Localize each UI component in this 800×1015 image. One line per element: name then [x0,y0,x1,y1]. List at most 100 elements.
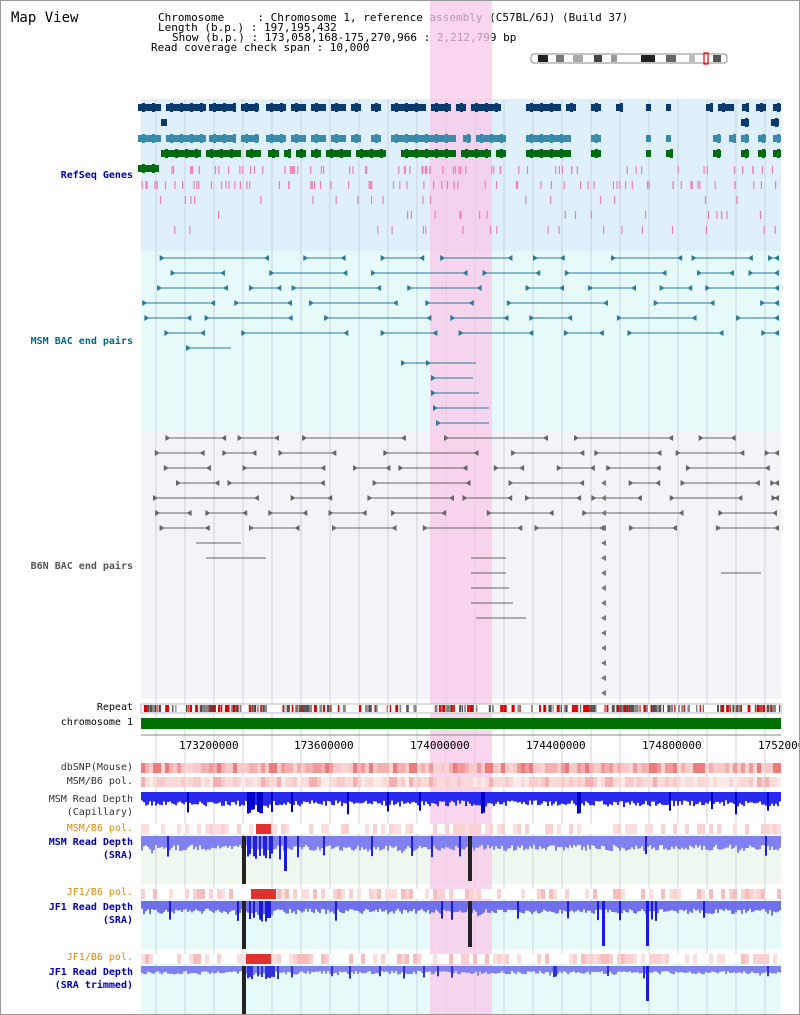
msm-bac-pair-end [342,270,348,276]
refseq-transcript-mark [571,166,573,174]
msm-sra-depth-bar [713,836,715,848]
jf1-trim-depth-bar [175,966,177,975]
b6n-bac-end-marker [601,645,606,651]
msm-sra-depth-bar [749,836,751,846]
jf1-sra-depth-bar [575,901,577,912]
repeat-mark [748,705,750,712]
jf1-trim-depth-bar [481,966,483,974]
msm-b6-pol-2-cell [205,824,209,834]
jf1-trim-depth-bar [577,966,579,972]
msm-capillary-depth-bar [495,792,497,804]
jf1-b6-pol-2-cell [645,954,649,964]
jf1-b6-pol-cell [333,889,337,899]
b6n-bac-pair-end [159,525,165,531]
msm-capillary-depth-bar [531,792,533,805]
msm-b6-pol-2-cell [701,824,705,834]
b6n-bac-pair-end [155,510,161,516]
jf1-sra-depth-bar [517,901,519,919]
refseq-transcript-mark [154,181,156,189]
jf1-sra-depth-bar [495,901,497,914]
refseq-exon [710,103,713,112]
jf1-sra-depth-bar [475,901,477,912]
msm-sra-depth-bar [413,836,415,851]
msm-sra-depth-bar [493,836,495,850]
msm-b6-pol-2-cell [309,824,313,834]
msm-bac-pair-end [503,315,509,321]
refseq-transcript-mark [403,166,406,174]
msm-sra-depth-bar [761,836,763,846]
jf1-sra-depth-bar [397,901,399,909]
repeat-mark [286,705,289,712]
msm-b6-pol-cell [289,777,293,787]
msm-capillary-depth-bar [583,792,585,806]
msm-capillary-depth-bar [659,792,661,803]
jf1-b6-pol-cell [721,889,725,899]
repeat-mark [560,705,562,712]
jf1-b6-pol-2-cell [577,954,581,964]
msm-sra-depth-bar [169,836,171,851]
jf1-sra-depth-bar [205,901,207,909]
repeat-mark [575,705,578,712]
jf1-trim-depth-bar [631,966,633,973]
jf1-sra-depth-bar [653,901,655,911]
msm-sra-depth-bar [545,836,547,851]
msm-bac-pair-end [559,285,564,291]
refseq-transcript-mark [250,166,252,174]
jf1-b6-pol-2-cell [321,954,325,964]
refseq-exon [335,103,338,112]
msm-bac-pair-end [748,270,754,276]
jf1-sra-depth-bar [313,901,315,914]
msm-sra-depth-bar [765,836,767,856]
depth-peak [602,901,605,946]
refseq-exon [485,103,488,112]
jf1-trim-depth-bar [307,966,309,972]
msm-capillary-depth-bar [661,792,663,805]
refseq-transcript-mark [426,166,428,174]
msm-b6-pol-cell [673,777,677,787]
msm-capillary-depth-bar [631,792,633,802]
jf1-trim-depth-bar [279,966,281,973]
jf1-b6-pol-cell [141,889,145,899]
jf1-trim-depth-bar [433,966,435,974]
msm-sra-depth-bar [585,836,587,851]
jf1-sra-depth-bar [659,901,661,910]
refseq-transcript-mark [714,181,716,189]
msm-bac-pair-end [234,300,240,306]
chromosome-ideogram[interactable] [530,52,728,65]
msm-sra-depth-bar [725,836,727,848]
jf1-trim-depth-bar [309,966,311,974]
msm-b6-pol-cell [641,777,645,787]
repeat-mark [586,705,590,712]
jf1-sra-depth-bar [525,901,527,911]
msm-sra-depth-bar [463,836,465,850]
msm-capillary-depth-bar [219,792,221,803]
jf1-sra-depth-bar [367,901,369,910]
msm-sra-depth-bar [483,836,485,850]
msm-sra-depth-bar [595,836,597,849]
jf1-trim-depth-bar [225,966,227,973]
msm-b6-pol-2-cell [213,824,217,834]
msm-b6-pol-cell [593,777,597,787]
b6n-bac-pair-end [462,495,468,501]
refseq-gene [401,150,456,157]
repeat-mark [571,705,575,712]
msm-capillary-depth-bar [539,792,541,805]
jf1-b6-pol-2-cell [545,954,549,964]
msm-capillary-depth-bar [523,792,525,802]
jf1-trim-depth-bar [371,966,373,975]
msm-sra-depth-bar [175,836,177,851]
jf1-b6-pol-2-cell [281,954,285,964]
refseq-transcript-mark [310,166,312,174]
msm-capillary-depth-bar [521,792,523,804]
jf1-b6-pol-2-cell [433,954,437,964]
repeat-mark [453,705,455,712]
jf1-sra-depth-bar [737,901,739,910]
dbsnp-cell [453,763,457,773]
jf1-b6-pol-cell [585,889,589,899]
msm-bac-pair-end [210,300,216,306]
msm-capillary-depth-bar [487,792,489,804]
b6n-bac-end-marker [601,555,606,561]
msm-sra-depth-bar [153,836,155,850]
msm-sra-depth-bar [177,836,179,846]
msm-b6-pol-2-cell [537,824,541,834]
